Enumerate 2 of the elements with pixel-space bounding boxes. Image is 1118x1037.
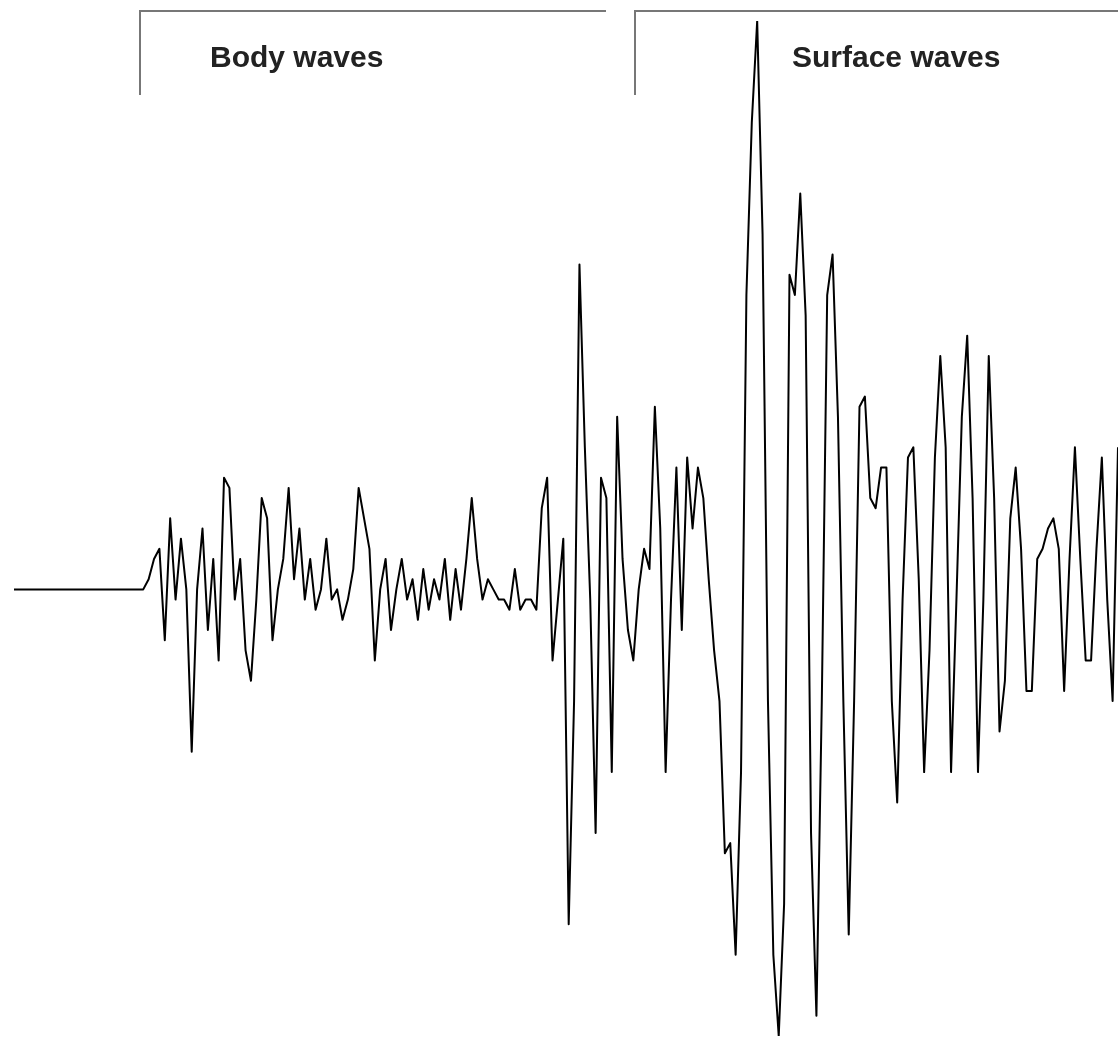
- annotation: Surface waves: [792, 40, 1001, 74]
- annotation: Body waves: [210, 40, 384, 74]
